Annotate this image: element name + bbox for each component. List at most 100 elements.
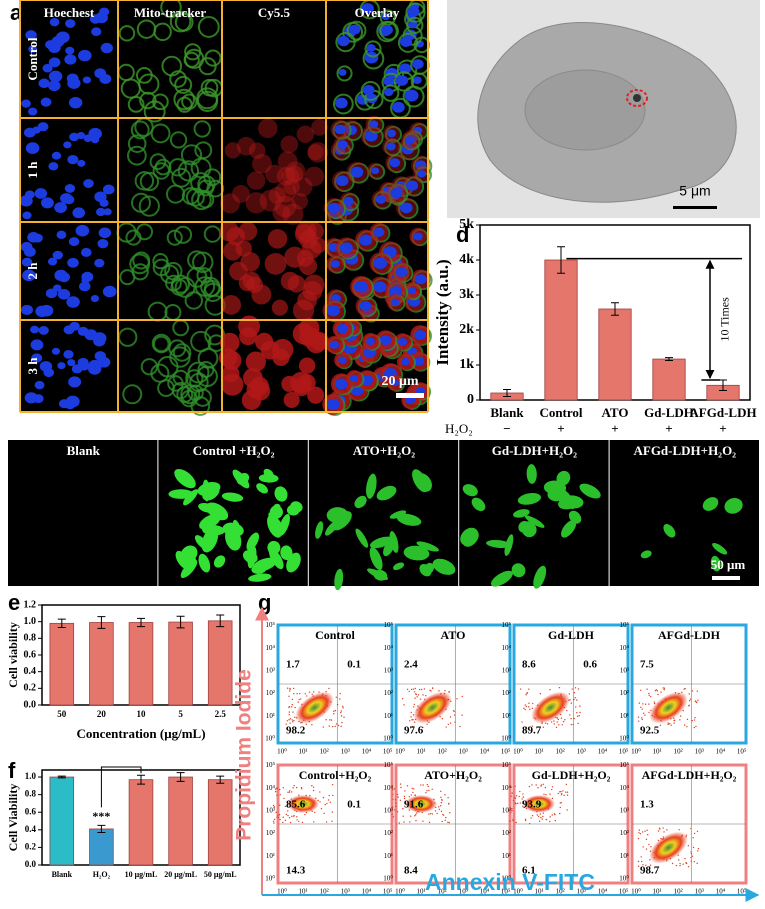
- cell: [236, 472, 250, 485]
- nucleus: [399, 202, 413, 214]
- cell: [332, 93, 354, 115]
- cell: [238, 315, 261, 338]
- event: [545, 818, 548, 821]
- nucleus: [63, 350, 74, 359]
- event: [558, 724, 560, 726]
- event: [459, 725, 461, 728]
- x-tick-label: 10³: [577, 748, 586, 756]
- column-label: Hoechest: [44, 5, 95, 20]
- cell: [296, 125, 315, 143]
- x-tick-label: 10²: [556, 748, 565, 756]
- event: [285, 723, 287, 725]
- event: [647, 833, 649, 836]
- event: [398, 822, 401, 824]
- event: [340, 725, 342, 728]
- cell: [201, 527, 219, 553]
- event: [642, 846, 644, 848]
- nucleus: [390, 379, 400, 387]
- nucleus: [27, 232, 40, 243]
- cell: [220, 193, 241, 214]
- cell: [285, 165, 304, 184]
- nucleus: [94, 68, 107, 79]
- y-tick-label: 10⁴: [620, 644, 630, 652]
- cell: [292, 322, 315, 345]
- event: [288, 714, 290, 716]
- nucleus: [51, 347, 61, 355]
- density: [649, 831, 688, 864]
- nucleus: [407, 6, 420, 17]
- cell: [303, 274, 325, 296]
- nucleus: [389, 158, 401, 168]
- nucleus: [34, 380, 45, 390]
- event: [564, 719, 566, 721]
- event: [562, 720, 565, 723]
- nucleus: [389, 286, 403, 298]
- event: [577, 688, 580, 690]
- y-tick-label: 10⁰: [383, 875, 393, 883]
- quadrant-value: 93.9: [522, 799, 542, 811]
- cell: [246, 380, 265, 399]
- cell: [245, 351, 266, 372]
- event: [445, 816, 447, 819]
- event: [559, 812, 561, 815]
- event: [448, 821, 450, 824]
- highlight: [626, 89, 648, 107]
- nucleus: [25, 30, 37, 40]
- event: [551, 788, 553, 791]
- event: [273, 822, 275, 824]
- event: [331, 820, 333, 822]
- event: [650, 695, 652, 698]
- event: [403, 704, 405, 706]
- cell: [125, 229, 142, 246]
- x-tick-label: 10¹: [535, 748, 544, 756]
- cell: [369, 163, 386, 180]
- nucleus: [84, 329, 98, 341]
- quadrant-value: 2.4: [404, 659, 418, 671]
- event: [296, 816, 298, 818]
- event: [300, 786, 303, 789]
- nucleus: [373, 281, 387, 293]
- event: [331, 783, 334, 786]
- x-tick-label: 10⁵: [501, 888, 511, 896]
- y-tick-label: 10⁴: [620, 784, 630, 792]
- cell: [258, 118, 278, 139]
- bar: [128, 622, 154, 706]
- cell: [269, 548, 284, 570]
- cell: [187, 361, 210, 384]
- cell: [236, 136, 256, 156]
- event: [413, 721, 416, 723]
- event: [662, 687, 664, 689]
- cell: [274, 195, 297, 218]
- event: [638, 832, 640, 834]
- row-value: +: [611, 421, 618, 436]
- x-tick-label: 20: [97, 709, 107, 719]
- nucleus: [88, 127, 102, 140]
- nucleus: [359, 301, 372, 312]
- cell: [370, 536, 393, 549]
- x-tick-label: 10⁰: [395, 888, 405, 896]
- cell: [222, 365, 240, 383]
- y-tick-label: 10⁰: [619, 735, 629, 743]
- nucleus: [83, 178, 94, 188]
- event: [642, 712, 645, 714]
- cell: [315, 521, 324, 539]
- density: [413, 691, 452, 724]
- y-tick-label: 10⁵: [384, 761, 394, 769]
- event: [392, 806, 394, 808]
- event: [297, 701, 300, 703]
- cell: [118, 25, 136, 42]
- event: [289, 718, 292, 720]
- cell: [558, 495, 580, 510]
- y-tick-label: 10²: [384, 689, 393, 697]
- event: [524, 704, 527, 706]
- y-tick-label: 10⁴: [502, 644, 512, 652]
- cell: [336, 65, 353, 82]
- nucleus: [94, 258, 105, 268]
- quadrant-lines: [514, 765, 628, 883]
- event: [312, 789, 315, 792]
- event: [416, 696, 418, 698]
- event: [291, 719, 293, 721]
- event: [400, 786, 402, 789]
- event: [576, 699, 578, 701]
- x-tick-label: 10⁴: [716, 888, 726, 896]
